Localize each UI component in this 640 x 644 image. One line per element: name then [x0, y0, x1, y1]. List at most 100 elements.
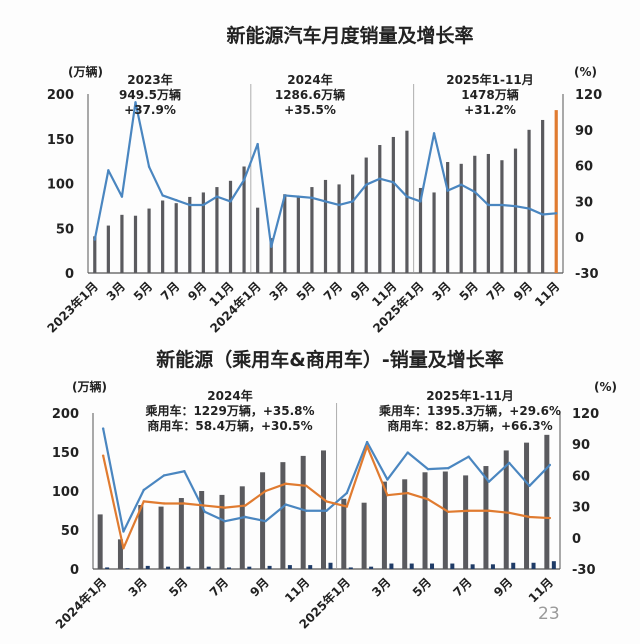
- line-point: [325, 500, 328, 503]
- x-tick-label: 7月: [484, 279, 508, 303]
- line-point: [101, 427, 105, 430]
- y2-tick-label: -30: [572, 563, 596, 578]
- bar: [361, 502, 367, 569]
- bar: [283, 194, 287, 273]
- annotation-text: 2024年: [207, 388, 252, 403]
- line-point: [324, 200, 327, 203]
- line-point: [392, 181, 395, 184]
- line-point: [215, 195, 219, 198]
- bar: [310, 187, 314, 273]
- bar: [106, 225, 110, 273]
- x-tick-label: 5月: [410, 575, 434, 599]
- bar: [145, 565, 150, 569]
- bar: [226, 567, 231, 569]
- line-point: [284, 482, 288, 485]
- annotation-text: 2025年1-11月: [426, 388, 513, 403]
- line-point: [555, 212, 558, 215]
- bar: [463, 475, 469, 569]
- bar: [402, 479, 408, 569]
- line-point: [297, 195, 300, 198]
- x-tick-label: 5月: [294, 279, 318, 303]
- line-point: [386, 493, 389, 497]
- x-tick-label: 3月: [104, 279, 128, 303]
- line-point: [527, 207, 531, 210]
- line-point: [365, 445, 369, 448]
- line-point: [365, 440, 369, 444]
- bar: [381, 481, 387, 569]
- line-point: [223, 506, 227, 509]
- y-tick-label: 50: [56, 222, 74, 237]
- x-tick-label: 3月: [126, 575, 150, 599]
- annotation-text: 乘用车：1229万辆，+35.8%: [144, 403, 314, 418]
- x-tick-label: 2023年1月: [44, 279, 101, 336]
- y2-tick-label: 0: [575, 231, 584, 246]
- line-point: [122, 530, 125, 533]
- line-point: [304, 509, 308, 512]
- bar: [328, 562, 333, 569]
- line-point: [419, 200, 422, 203]
- line-point: [514, 204, 517, 208]
- bar: [269, 238, 273, 273]
- line-point: [548, 516, 552, 520]
- y2-axis-label: (%): [574, 65, 597, 79]
- y-axis-label: (万辆): [68, 64, 103, 79]
- line-point: [256, 142, 259, 146]
- bar: [513, 148, 518, 273]
- bar: [369, 566, 374, 569]
- line-point: [365, 183, 368, 186]
- bar: [120, 214, 124, 273]
- line-point: [460, 183, 463, 186]
- line-point: [337, 203, 341, 207]
- bar: [280, 462, 286, 569]
- annotation-text: 商用车：82.8万辆，+66.3%: [387, 418, 552, 433]
- line-point: [386, 478, 389, 481]
- line-point: [426, 498, 430, 501]
- line-point: [264, 519, 267, 523]
- x-tick-label: 7月: [450, 575, 474, 599]
- bar: [287, 565, 292, 569]
- bar: [442, 471, 448, 569]
- line-point: [202, 203, 205, 207]
- line-point: [528, 515, 531, 519]
- line-point: [500, 203, 504, 207]
- line-point: [122, 547, 125, 550]
- bar: [161, 200, 165, 273]
- line-point: [446, 189, 449, 192]
- x-tick-label: 3月: [369, 575, 393, 599]
- bar: [117, 539, 123, 569]
- bar: [138, 505, 144, 569]
- bar: [351, 174, 355, 273]
- line-point: [447, 510, 450, 513]
- line-point: [325, 509, 328, 512]
- line-point: [310, 196, 314, 200]
- line-point: [242, 178, 246, 182]
- bar: [511, 562, 516, 569]
- line-point: [229, 200, 232, 203]
- line-point: [487, 480, 491, 483]
- bar: [125, 568, 130, 569]
- annotation-text: +37.9%: [124, 103, 176, 117]
- bar: [544, 434, 550, 569]
- line-point: [101, 454, 105, 457]
- line-point: [284, 503, 288, 506]
- bar: [296, 196, 300, 273]
- x-tick-label: 5月: [131, 279, 155, 303]
- y2-tick-label: 120: [575, 88, 602, 103]
- annotation-text: 商用车：58.4万辆，+30.5%: [147, 418, 312, 433]
- bar: [247, 566, 252, 569]
- line-point: [406, 491, 409, 495]
- line-point: [223, 519, 227, 523]
- bar: [459, 163, 463, 273]
- x-tick-label: 11月: [526, 575, 556, 605]
- annotation-text: 1286.6万辆: [275, 87, 345, 102]
- bar: [422, 472, 428, 569]
- bar: [323, 179, 328, 273]
- annotation-text: 2023年: [127, 72, 172, 87]
- bar: [219, 494, 225, 569]
- bar: [147, 208, 151, 273]
- bar: [228, 180, 233, 273]
- bar: [174, 203, 178, 273]
- bar: [239, 486, 245, 569]
- bar: [256, 207, 260, 273]
